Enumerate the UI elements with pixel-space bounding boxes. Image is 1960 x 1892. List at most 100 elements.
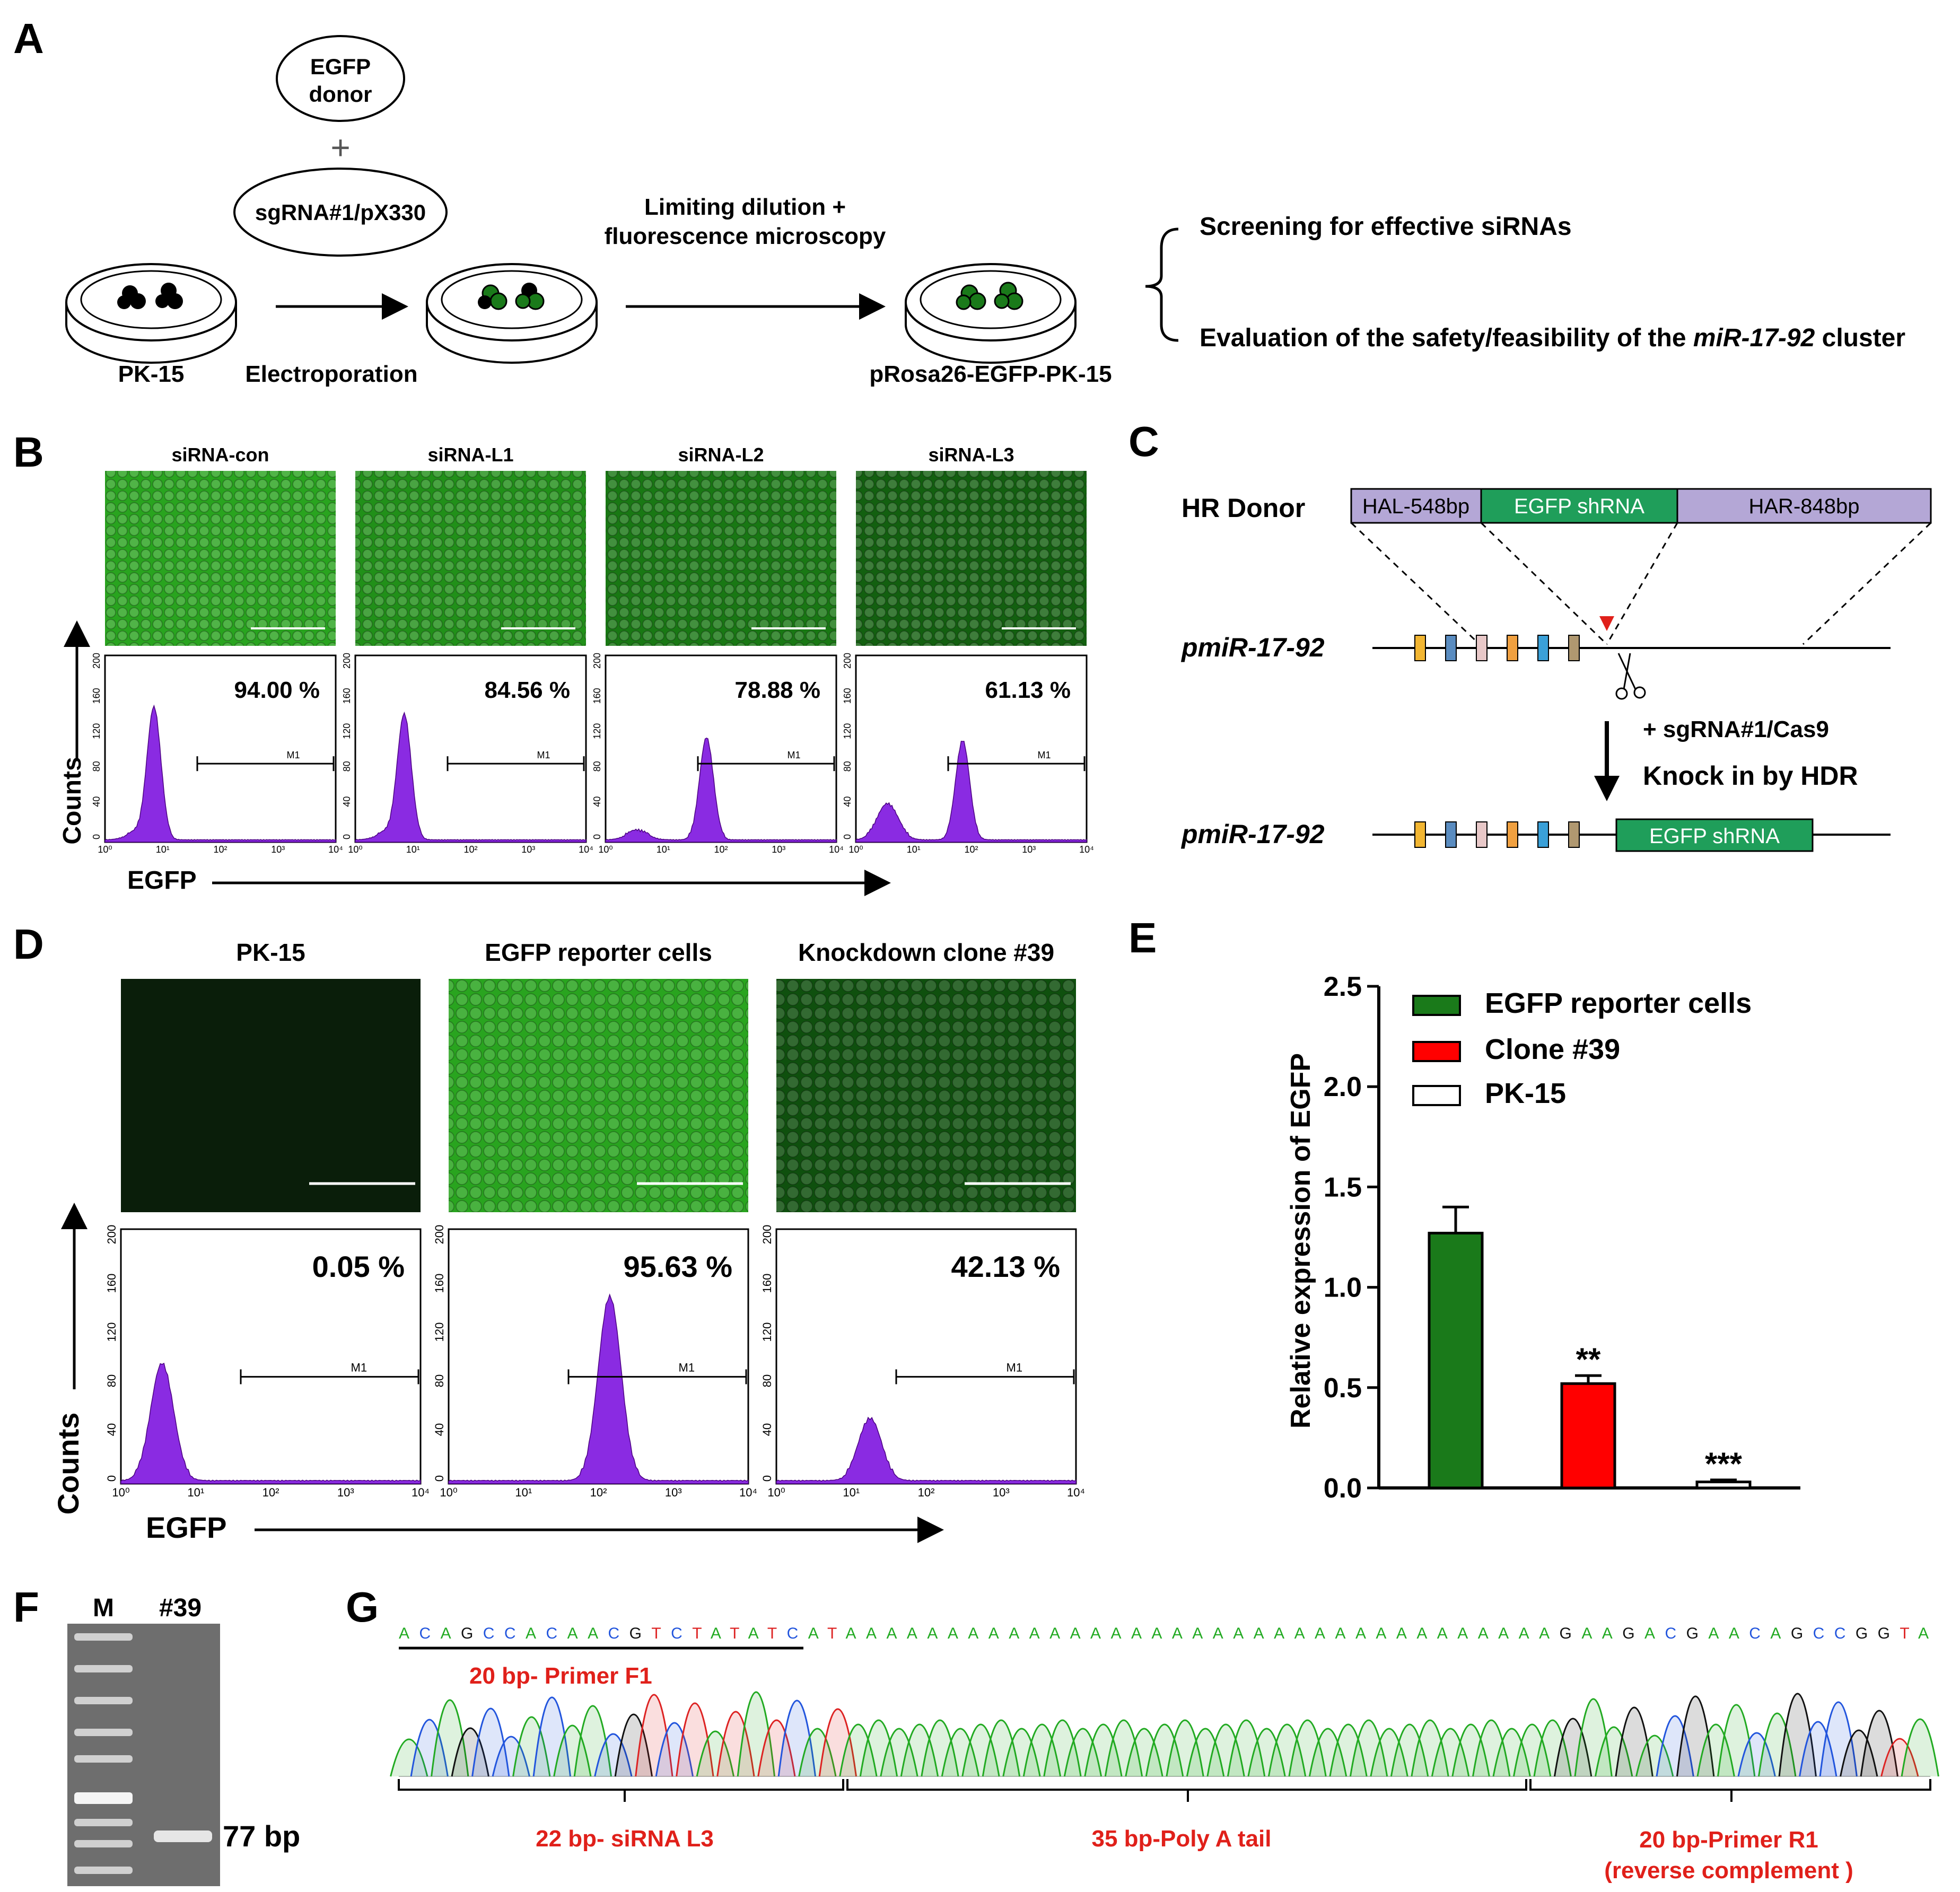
chromatogram-peak (1370, 1728, 1408, 1777)
chromatogram-peak (1880, 1738, 1919, 1777)
ladder-band (74, 1633, 133, 1641)
cell-texture (449, 979, 748, 1212)
chromatogram-peak (921, 1719, 959, 1777)
chromatogram-peak (716, 1711, 755, 1777)
histogram: 200 160 120 80 40 0 10⁰ 10¹ 10² 10³ 10⁴ M1 84.56 % (342, 653, 593, 855)
chromatogram-peak (471, 1707, 510, 1777)
histogram-y-tick: 80 (842, 761, 853, 772)
chromatogram-peak (982, 1719, 1021, 1777)
histogram-x-tick: 10⁴ (1067, 1486, 1085, 1499)
cell-texture (355, 471, 586, 646)
exon (1476, 821, 1488, 848)
legend-swatch (1412, 1085, 1461, 1106)
histogram-y-tick: 80 (433, 1374, 446, 1387)
chromatogram-peak (594, 1733, 633, 1777)
histogram-x-tick: 10¹ (156, 844, 170, 855)
histogram-distribution (120, 1362, 421, 1484)
lane-marker-label: M (93, 1594, 114, 1622)
b-x-axis-label: EGFP (127, 866, 197, 895)
histogram-x-tick: 10¹ (657, 844, 670, 855)
histogram-y-tick: 120 (342, 723, 352, 739)
sample-band (154, 1830, 212, 1842)
histogram-x-tick: 10² (918, 1486, 935, 1499)
electroporation-label: Electroporation (245, 361, 417, 387)
chromatogram-peak (880, 1728, 918, 1777)
chromatogram-peak (1778, 1693, 1817, 1777)
histogram-distribution (448, 1293, 749, 1484)
histogram-x-tick: 10⁰ (440, 1486, 457, 1499)
legend-entry: PK-15 (1485, 1078, 1566, 1109)
chromatogram-peak (1002, 1728, 1041, 1777)
chromatogram-peak (512, 1716, 551, 1777)
d-y-axis-label: Counts (51, 1413, 85, 1515)
cell-texture (856, 471, 1087, 646)
chromatogram-peak (451, 1727, 489, 1777)
bar-chart: 0.00.51.01.52.02.5*****EGFP reporter cel… (1324, 971, 1800, 1504)
histogram-x-tick: 10³ (665, 1486, 682, 1499)
chromatogram-peak (1308, 1728, 1348, 1777)
panel-label-b: B (13, 428, 44, 476)
histogram-distribution (776, 1416, 1077, 1484)
histogram-y-tick: 120 (433, 1322, 446, 1342)
chromatogram-peak (1860, 1710, 1898, 1777)
panel-label-d: D (13, 921, 44, 968)
sgrna-ellipse (233, 168, 448, 257)
panel-c: C HR Donor HAL-548bp EGFP shRNA HAR-848b… (1128, 418, 1932, 852)
panel-d-rows: PK-15 200 160 120 80 40 0 10⁰ 10¹ 10² 10³ 10⁴ M1 0.05… (105, 939, 1085, 1499)
positive-percentage: 42.13 % (951, 1250, 1061, 1283)
chromatogram-peak (1533, 1719, 1572, 1777)
histogram-x-tick: 10¹ (187, 1486, 204, 1499)
har-arm (1676, 488, 1932, 524)
chromatogram-peak (1656, 1715, 1694, 1777)
positive-percentage: 84.56 % (485, 677, 570, 703)
chromatogram-peak (839, 1723, 878, 1777)
ladder-band (74, 1665, 133, 1672)
panel-label-g: G (346, 1583, 379, 1631)
exon (1445, 635, 1457, 661)
plus-sign: + (330, 128, 350, 167)
chromatogram-peak (1288, 1719, 1327, 1777)
micrograph-title: siRNA-L1 (427, 444, 513, 466)
histogram-y-tick: 200 (433, 1225, 446, 1245)
micrograph-title: PK-15 (236, 939, 305, 966)
histogram-y-tick: 40 (105, 1423, 118, 1436)
gate-m1-label: M1 (351, 1361, 368, 1374)
y-tick-label: 1.0 (1324, 1273, 1362, 1303)
histogram-y-tick: 200 (342, 653, 352, 669)
chromatogram-peak (757, 1719, 796, 1777)
chromatogram-peak (1043, 1719, 1082, 1777)
histogram-y-tick: 120 (105, 1322, 118, 1342)
chromatogram-peak (1472, 1719, 1511, 1777)
chromatogram-peak (777, 1700, 816, 1777)
histogram-y-tick: 80 (592, 761, 602, 772)
chromatogram-peak (1186, 1728, 1225, 1777)
cell-texture (606, 471, 836, 646)
histogram-y-tick: 80 (342, 761, 352, 772)
chromatogram-peak (1022, 1723, 1062, 1777)
panel-b-rows: siRNA-con 200 160 120 80 40 0 10⁰ 10¹ 10² 10³ 10⁴ M1… (91, 444, 1094, 855)
chromatogram-peak (900, 1723, 939, 1777)
histogram-y-tick: 80 (760, 1374, 774, 1387)
chromatogram-peak (1737, 1732, 1776, 1777)
chromatogram-peak (737, 1691, 775, 1777)
histogram-y-tick: 160 (91, 688, 102, 704)
chromatogram-peak (1676, 1695, 1715, 1777)
panel-d: D PK-15 200 160 120 80 40 0 10⁰ 10¹ 10² 10³ 10⁴ M1 0.… (13, 921, 1085, 1544)
hal-arm (1350, 488, 1482, 524)
histogram-x-tick: 10⁰ (767, 1486, 785, 1499)
polya-label: 35 bp-Poly A tail (1091, 1826, 1271, 1852)
ladder-band (74, 1792, 133, 1804)
histogram-frame (775, 1228, 1077, 1485)
chromatogram-peak (532, 1696, 571, 1777)
exon (1537, 635, 1549, 661)
exon (1414, 635, 1426, 661)
histogram-x-tick: 10¹ (843, 1486, 860, 1499)
chromatogram-peak (390, 1738, 428, 1777)
egfp-donor-label-2: donor (309, 82, 372, 107)
histogram: 200 160 120 80 40 0 10⁰ 10¹ 10² 10³ 10⁴ M1 61.13 % (842, 653, 1094, 855)
histogram-x-tick: 10⁰ (98, 844, 112, 855)
hal-label: HAL-548bp (1362, 495, 1469, 518)
region-brackets (398, 1779, 1931, 1802)
significance-marker: *** (1705, 1446, 1743, 1482)
fluorescence-micrograph (121, 979, 421, 1212)
